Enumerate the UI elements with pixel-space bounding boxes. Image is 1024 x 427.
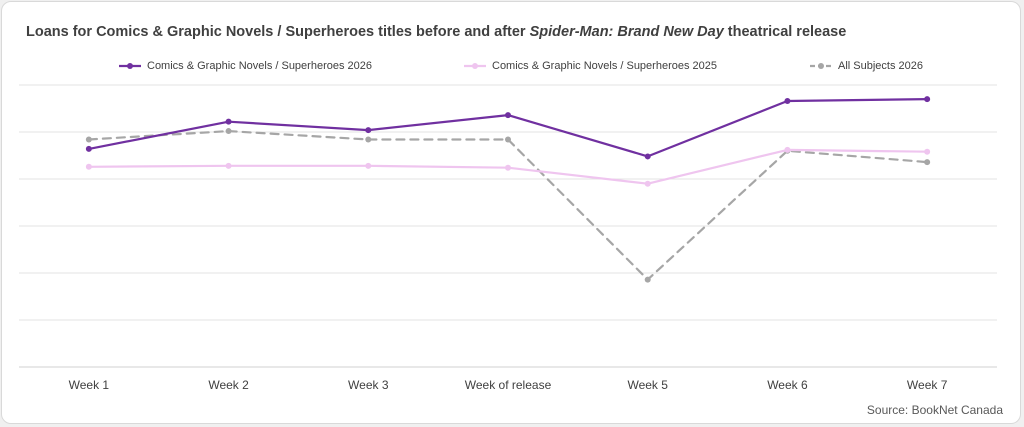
data-point [924,148,931,155]
data-point [784,97,791,104]
legend-swatch [464,61,486,71]
legend-label: All Subjects 2026 [838,60,923,72]
data-point [644,180,651,187]
x-tick-label: Week 2 [208,378,249,392]
legend-item: All Subjects 2026 [810,58,923,74]
data-point [924,159,931,166]
x-tick-label: Week of release [465,378,552,392]
x-tick-label: Week 3 [348,378,389,392]
x-tick-label: Week 7 [907,378,948,392]
data-point [85,163,92,170]
source-note: Source: BookNet Canada [866,403,1003,417]
legend: Comics & Graphic Novels / Superheroes 20… [2,58,1020,74]
data-point [225,118,232,125]
title-text-end: theatrical release [723,24,847,40]
data-point [505,164,511,171]
legend-label: Comics & Graphic Novels / Superheroes 20… [147,60,372,72]
legend-swatch [810,61,832,71]
data-point [505,112,511,119]
data-point [924,96,931,103]
series-line [87,97,929,158]
data-point [365,162,372,169]
chart-title: Loans for Comics & Graphic Novels / Supe… [26,24,846,40]
data-point [644,276,651,283]
legend-label: Comics & Graphic Novels / Superheroes 20… [492,60,717,72]
data-point [505,136,511,143]
legend-swatch [119,61,141,71]
legend-item: Comics & Graphic Novels / Superheroes 20… [119,58,372,74]
data-point [365,127,372,134]
x-tick-label: Week 6 [767,378,808,392]
x-tick-label: Week 1 [69,378,110,392]
data-point [225,162,232,169]
line-chart: Week 1 Week 2 Week 3 Week of release Week 5 W… [19,84,997,392]
x-tick-label: Week 5 [627,378,668,392]
data-point [365,136,372,143]
title-film-name: Spider-Man: Brand New Day [529,24,724,40]
data-point [784,146,791,153]
data-point [85,145,92,152]
legend-item: Comics & Graphic Novels / Superheroes 20… [464,58,717,74]
series-line [87,130,929,281]
data-point [225,128,232,135]
data-point [644,153,651,160]
title-text: Loans for Comics & Graphic Novels / Supe… [26,24,530,40]
data-point [85,136,92,143]
